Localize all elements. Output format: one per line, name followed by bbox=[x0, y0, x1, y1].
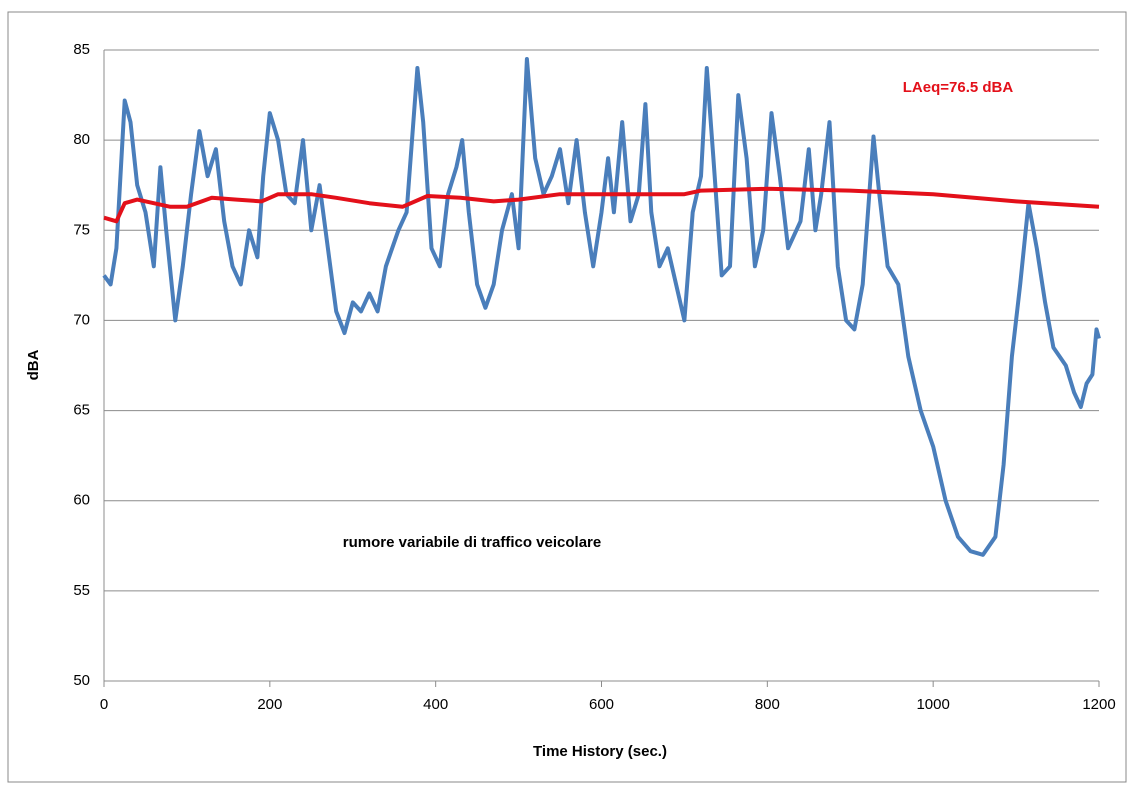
annotation: LAeq=76.5 dBA bbox=[903, 79, 1014, 96]
x-tick-label: 200 bbox=[257, 696, 282, 713]
x-tick-label: 0 bbox=[100, 696, 108, 713]
series-line bbox=[103, 186, 1100, 224]
x-tick-label: 1200 bbox=[1082, 696, 1115, 713]
annotation: rumore variabile di traffico veicolare bbox=[343, 534, 601, 551]
y-tick-label: 55 bbox=[73, 582, 90, 599]
y-tick-label: 50 bbox=[73, 672, 90, 689]
y-tick-label: 75 bbox=[73, 221, 90, 238]
series-line bbox=[102, 57, 1101, 557]
x-tick-label: 600 bbox=[589, 696, 614, 713]
y-tick-label: 80 bbox=[73, 131, 90, 148]
x-axis-label: Time History (sec.) bbox=[533, 743, 667, 760]
y-tick-label: 85 bbox=[73, 41, 90, 58]
chart-frame bbox=[7, 11, 1127, 783]
x-tick-label: 800 bbox=[755, 696, 780, 713]
y-axis-label: dBA bbox=[25, 349, 42, 380]
y-tick-label: 60 bbox=[73, 492, 90, 509]
y-tick-label: 70 bbox=[73, 311, 90, 328]
x-tick-label: 1000 bbox=[916, 696, 949, 713]
y-tick-label: 65 bbox=[73, 402, 90, 419]
x-tick-label: 400 bbox=[423, 696, 448, 713]
